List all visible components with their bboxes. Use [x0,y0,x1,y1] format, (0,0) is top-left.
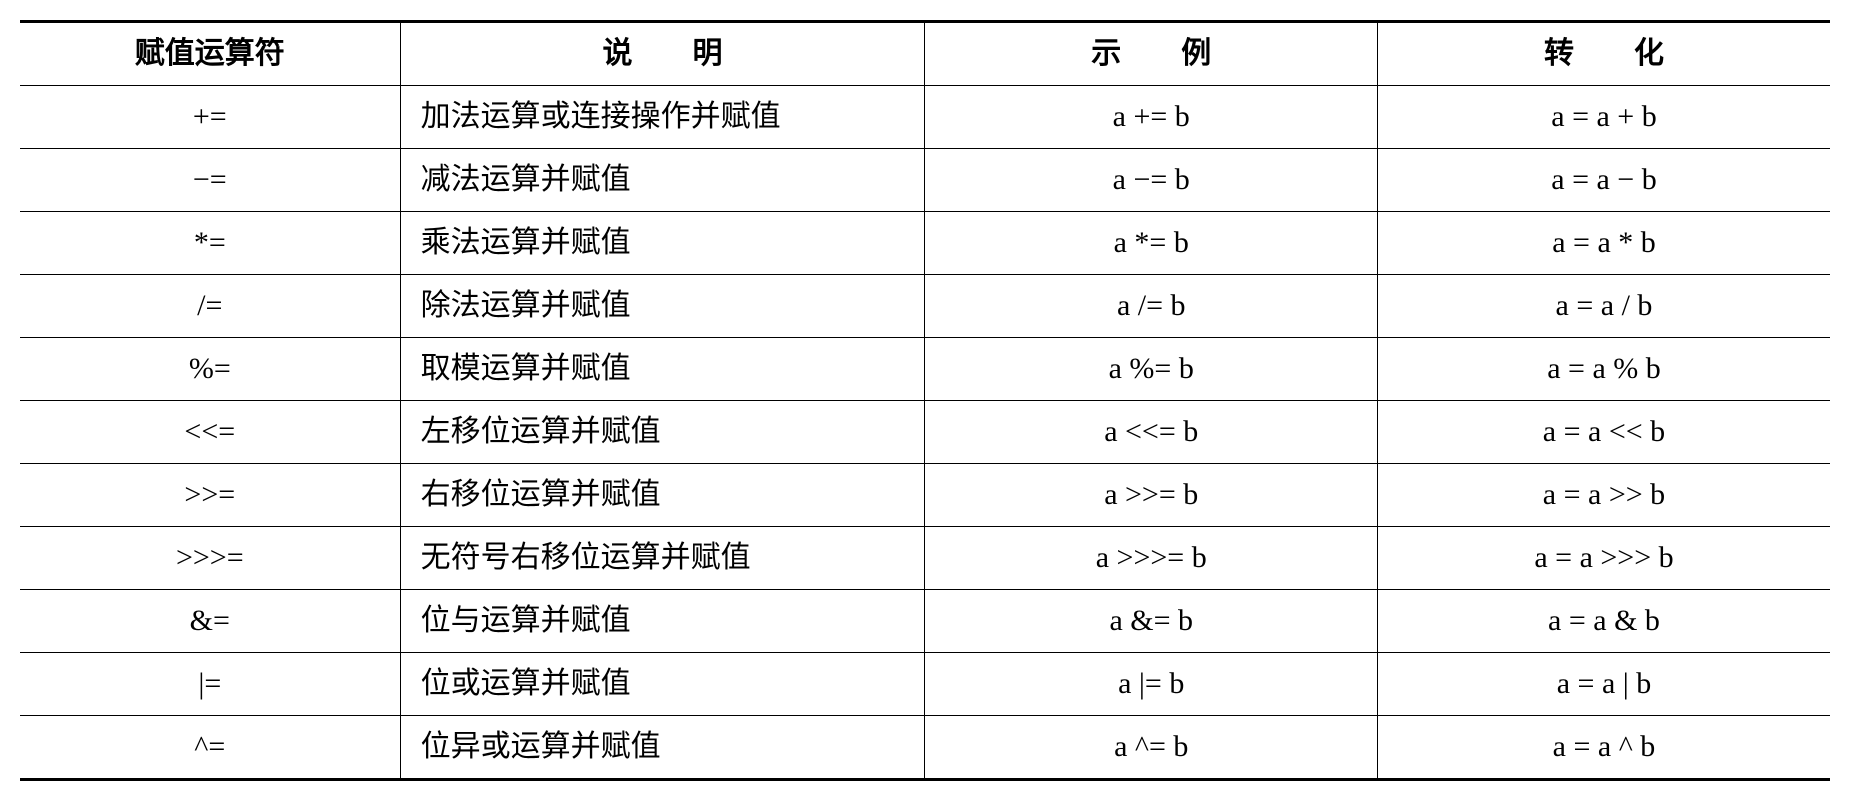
cell-description: 取模运算并赋值 [400,338,925,401]
cell-operator: %= [20,338,400,401]
table-row: +=加法运算或连接操作并赋值a += ba = a + b [20,86,1830,149]
cell-conversion: a = a ^ b [1377,716,1830,780]
cell-conversion: a = a >> b [1377,464,1830,527]
header-example: 示 例 [925,22,1378,86]
cell-description: 右移位运算并赋值 [400,464,925,527]
cell-operator: −= [20,149,400,212]
cell-operator: |= [20,653,400,716]
cell-description: 加法运算或连接操作并赋值 [400,86,925,149]
cell-description: 位异或运算并赋值 [400,716,925,780]
table-row: ^=位异或运算并赋值a ^= ba = a ^ b [20,716,1830,780]
cell-conversion: a = a * b [1377,212,1830,275]
table-row: &=位与运算并赋值a &= ba = a & b [20,590,1830,653]
header-description: 说 明 [400,22,925,86]
cell-operator: += [20,86,400,149]
cell-operator: ^= [20,716,400,780]
table-header-row: 赋值运算符 说 明 示 例 转 化 [20,22,1830,86]
cell-description: 除法运算并赋值 [400,275,925,338]
cell-description: 位或运算并赋值 [400,653,925,716]
cell-conversion: a = a | b [1377,653,1830,716]
cell-example: a >>>= b [925,527,1378,590]
cell-operator: >>= [20,464,400,527]
cell-example: a &= b [925,590,1378,653]
table-row: <<=左移位运算并赋值a <<= ba = a << b [20,401,1830,464]
cell-example: a <<= b [925,401,1378,464]
assignment-operators-table: 赋值运算符 说 明 示 例 转 化 +=加法运算或连接操作并赋值a += ba … [20,20,1830,781]
table-row: *=乘法运算并赋值a *= ba = a * b [20,212,1830,275]
cell-conversion: a = a & b [1377,590,1830,653]
cell-conversion: a = a + b [1377,86,1830,149]
cell-example: a ^= b [925,716,1378,780]
header-conversion: 转 化 [1377,22,1830,86]
table-body: +=加法运算或连接操作并赋值a += ba = a + b−=减法运算并赋值a … [20,86,1830,780]
table-row: >>>=无符号右移位运算并赋值a >>>= ba = a >>> b [20,527,1830,590]
table-row: |=位或运算并赋值a |= ba = a | b [20,653,1830,716]
cell-operator: /= [20,275,400,338]
header-operator: 赋值运算符 [20,22,400,86]
cell-description: 乘法运算并赋值 [400,212,925,275]
cell-conversion: a = a << b [1377,401,1830,464]
cell-description: 无符号右移位运算并赋值 [400,527,925,590]
table-row: >>=右移位运算并赋值a >>= ba = a >> b [20,464,1830,527]
table-row: /=除法运算并赋值a /= ba = a / b [20,275,1830,338]
cell-example: a /= b [925,275,1378,338]
cell-operator: *= [20,212,400,275]
cell-example: a |= b [925,653,1378,716]
cell-operator: &= [20,590,400,653]
table-row: %=取模运算并赋值a %= ba = a % b [20,338,1830,401]
cell-operator: >>>= [20,527,400,590]
table-row: −=减法运算并赋值a −= ba = a − b [20,149,1830,212]
cell-example: a −= b [925,149,1378,212]
cell-example: a += b [925,86,1378,149]
cell-example: a %= b [925,338,1378,401]
cell-conversion: a = a − b [1377,149,1830,212]
cell-example: a >>= b [925,464,1378,527]
cell-description: 减法运算并赋值 [400,149,925,212]
cell-example: a *= b [925,212,1378,275]
cell-description: 左移位运算并赋值 [400,401,925,464]
cell-conversion: a = a >>> b [1377,527,1830,590]
cell-conversion: a = a % b [1377,338,1830,401]
cell-description: 位与运算并赋值 [400,590,925,653]
cell-conversion: a = a / b [1377,275,1830,338]
cell-operator: <<= [20,401,400,464]
